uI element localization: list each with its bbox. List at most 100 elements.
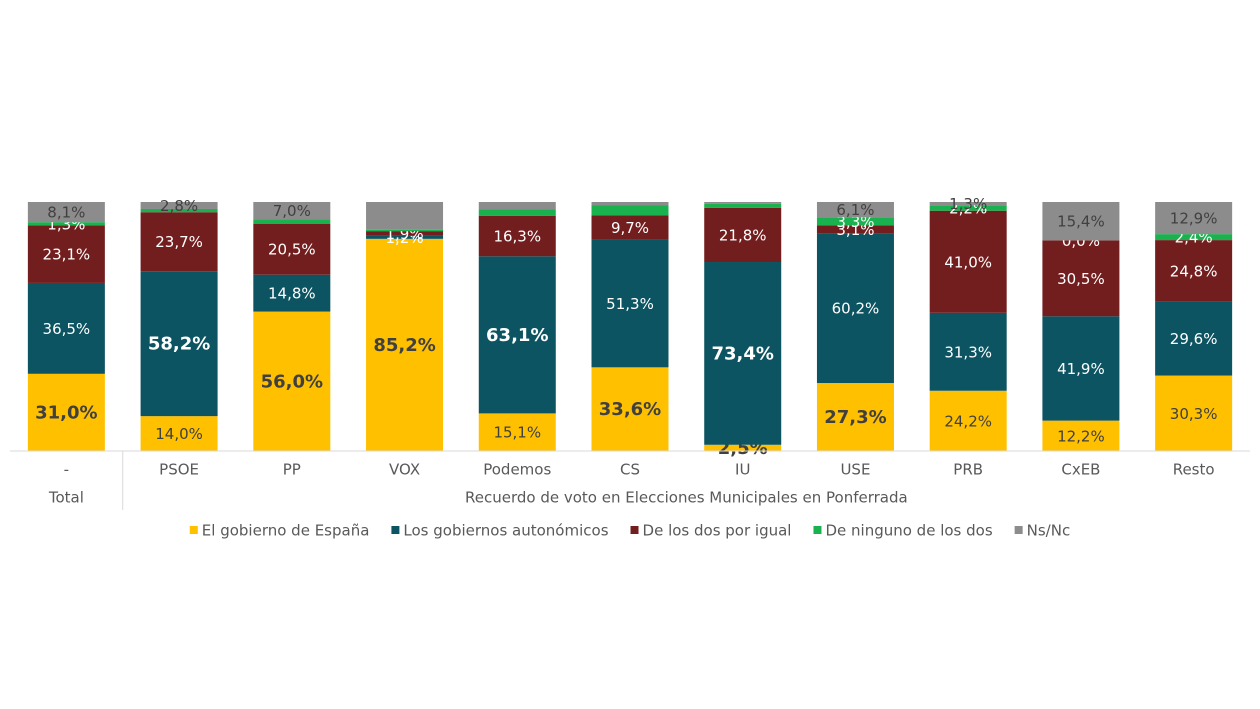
bar-segment — [27, 282, 105, 374]
bar-segment — [591, 239, 669, 368]
legend-label: Ns/Nc — [1027, 522, 1071, 540]
data-label: 41,0% — [944, 253, 992, 271]
bar-segment — [253, 223, 331, 275]
data-label: 1,3% — [949, 195, 987, 213]
legend-marker — [391, 526, 400, 534]
data-label: 36,5% — [43, 320, 91, 338]
legend-marker — [630, 526, 639, 534]
x-tick-label: PRB — [953, 461, 983, 479]
data-label: 85,2% — [373, 335, 435, 356]
x-tick-label: PSOE — [159, 461, 199, 479]
data-label: 14,8% — [268, 285, 316, 303]
x-tick-label: PP — [283, 461, 301, 479]
data-label: 7,0% — [273, 202, 311, 220]
bar-segment — [27, 373, 105, 451]
bar-segment — [929, 390, 1007, 451]
bar-segment — [1155, 234, 1233, 241]
bar-segment — [929, 202, 1007, 206]
data-label: 29,6% — [1170, 330, 1218, 348]
bar-segment — [366, 231, 444, 236]
bar-segment — [366, 202, 444, 230]
bar-segment — [140, 202, 218, 209]
bar-segment — [140, 416, 218, 451]
data-label: 15,1% — [493, 424, 541, 442]
bar-segment — [816, 202, 894, 218]
bar-segment — [816, 225, 894, 234]
x-tick-label: IU — [735, 461, 750, 479]
bar-segment — [816, 383, 894, 451]
data-label: 8,1% — [47, 204, 85, 222]
bar-segment — [27, 225, 105, 283]
bar-segment — [253, 202, 331, 220]
bar-segment — [591, 205, 669, 216]
data-label: 27,3% — [824, 407, 886, 428]
bar-segment — [929, 210, 1007, 313]
group-label: Total — [48, 489, 84, 507]
data-label: 16,3% — [493, 227, 541, 245]
bar-segment — [704, 444, 782, 451]
data-label: 73,4% — [712, 343, 774, 364]
data-label: 23,1% — [43, 246, 91, 264]
data-label: 24,8% — [1170, 262, 1218, 280]
data-label: 41,9% — [1057, 360, 1105, 378]
data-label: 15,4% — [1057, 213, 1105, 231]
x-tick-label: USE — [840, 461, 870, 479]
data-label: 31,0% — [35, 402, 97, 423]
legend-marker — [813, 526, 822, 534]
bar-segment — [1155, 301, 1233, 376]
bar-segment — [366, 238, 444, 451]
bar-segment — [704, 203, 782, 208]
bar-segment — [478, 413, 556, 451]
legend-label: El gobierno de España — [202, 522, 370, 540]
data-label: 3,3% — [836, 213, 874, 231]
bar-segment — [591, 367, 669, 451]
x-tick-label: Resto — [1173, 461, 1215, 479]
bar-segment — [140, 208, 218, 213]
bar-segment — [704, 202, 782, 204]
bar-segment — [816, 217, 894, 226]
data-label: 14,0% — [155, 425, 203, 443]
bar-segment — [929, 205, 1007, 211]
bar-segment — [1042, 316, 1120, 421]
data-label: 30,3% — [1170, 405, 1218, 423]
legend-label: De los dos por igual — [643, 522, 792, 540]
data-label: 56,0% — [261, 371, 323, 392]
bar-segment — [929, 312, 1007, 391]
bar-segment — [1042, 202, 1120, 241]
bar-segment — [253, 219, 331, 224]
group-label: Recuerdo de voto en Elecciones Municipal… — [465, 489, 908, 507]
bar-segment — [816, 233, 894, 384]
x-tick-label: - — [64, 461, 69, 479]
bar-segment — [704, 262, 782, 445]
data-label: 20,5% — [268, 241, 316, 259]
data-label: 30,5% — [1057, 270, 1105, 288]
bar-segment — [478, 202, 556, 210]
data-label: 33,6% — [599, 399, 661, 420]
x-tick-label: CxEB — [1061, 461, 1100, 479]
bar-segment — [478, 215, 556, 257]
bar-segment — [478, 209, 556, 216]
bar-segment — [253, 311, 331, 451]
bar-segment — [27, 202, 105, 223]
legend-label: De ninguno de los dos — [825, 522, 992, 540]
data-label: 12,2% — [1057, 427, 1105, 445]
x-tick-label: VOX — [389, 461, 420, 479]
bar-segment — [1042, 420, 1120, 451]
data-label: 2,8% — [160, 197, 198, 215]
data-label: 51,3% — [606, 295, 654, 313]
bar-segment — [478, 256, 556, 414]
bar-segment — [140, 271, 218, 417]
bar-segment — [366, 229, 444, 232]
x-tick-label: CS — [620, 461, 640, 479]
data-label: 63,1% — [486, 325, 548, 346]
data-label: 23,7% — [155, 233, 203, 251]
bar-segment — [27, 222, 105, 226]
bar-segment — [591, 202, 669, 206]
bar-segment — [140, 212, 218, 272]
legend-marker — [1014, 526, 1023, 534]
data-label: 6,1% — [836, 201, 874, 219]
x-tick-label: Podemos — [483, 461, 551, 479]
bar-segment — [253, 274, 331, 312]
bar-segment — [1042, 240, 1120, 317]
bar-segment — [591, 215, 669, 240]
